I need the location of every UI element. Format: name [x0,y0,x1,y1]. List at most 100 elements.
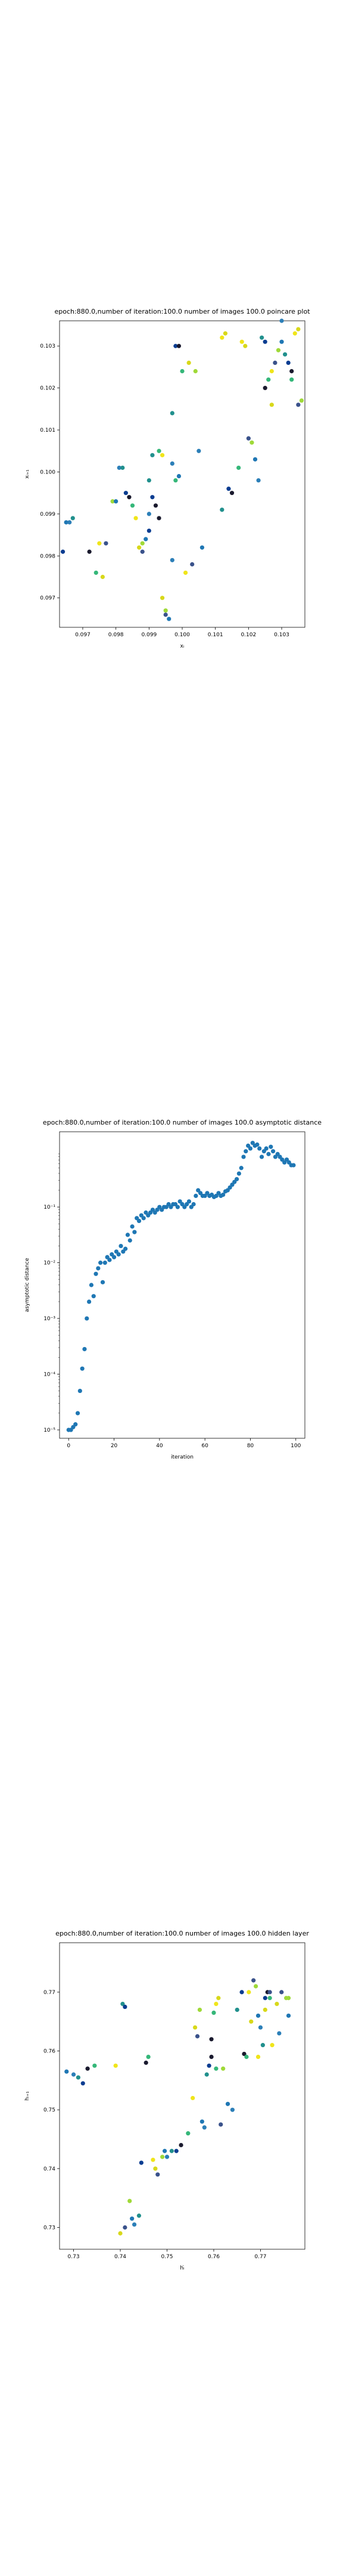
data-point [255,1142,260,1147]
data-point [116,1252,121,1257]
data-point [176,343,182,348]
data-point [123,491,128,496]
x-tick-label: 20 [111,1443,118,1449]
data-point [197,448,201,453]
data-point [191,1202,196,1207]
data-point [173,478,178,483]
data-point [140,549,145,554]
data-point [276,348,281,352]
data-point [67,520,72,525]
data-point [120,465,125,470]
poincare-plot-panel: epoch:880.0,number of iteration:100.0 nu… [0,286,343,668]
data-point [211,2010,216,2015]
data-point [229,491,235,496]
data-point [73,1422,78,1427]
data-point [183,570,188,575]
data-point [207,2063,211,2068]
asymptotic-distance-chart: epoch:880.0,number of iteration:100.0 nu… [24,1119,322,1460]
data-point [170,411,174,416]
data-point [193,369,198,374]
data-point [260,335,264,340]
x-tick-label: 40 [156,1443,163,1449]
data-point [89,1283,94,1287]
data-point [216,1996,221,2001]
data-point [263,339,267,344]
hidden-layer-chart: epoch:880.0,number of iteration:100.0 nu… [24,1930,309,2271]
data-point [267,1996,272,2001]
data-point [133,516,138,521]
data-point [246,436,251,441]
x-tick-label: 0.103 [274,632,289,638]
x-tick-label: 0.77 [254,2254,266,2260]
y-tick-label: 0.73 [43,2225,55,2231]
data-point [239,1166,244,1171]
y-tick-label: 0.74 [43,2166,55,2172]
data-point [64,2069,69,2074]
data-point [146,2054,151,2059]
data-point [236,465,241,470]
y-tick-label: 10⁻¹ [43,1205,55,1210]
data-point [163,608,168,613]
data-point [180,369,185,374]
data-point [100,574,105,580]
x-axis-label: xᵢ [180,643,185,649]
data-point [257,1146,262,1151]
data-point [266,377,271,382]
data-point [296,327,301,332]
data-point [289,369,294,374]
data-point [286,1996,291,2001]
data-point [202,2125,207,2130]
data-point [250,440,254,445]
chart-title: epoch:880.0,number of iteration:100.0 nu… [43,1119,322,1126]
x-tick-label: 0.097 [75,632,91,638]
chart-title: epoch:880.0,number of iteration:100.0 nu… [55,1930,309,1937]
y-tick-label: 0.097 [40,596,55,602]
x-tick-label: 0.098 [108,632,124,638]
data-point [97,541,102,546]
data-point [292,331,297,336]
data-point [160,453,165,457]
data-point [93,570,98,575]
data-point [130,1224,135,1229]
data-point [195,2034,200,2039]
data-point [132,2222,137,2227]
y-tick-label: 0.103 [40,343,55,349]
data-point [86,1299,92,1304]
data-point [125,1233,130,1237]
data-point [153,503,158,508]
data-point [270,2043,275,2048]
data-point [127,1238,132,1243]
data-point [226,487,231,491]
y-tick-label: 10⁻² [43,1261,55,1267]
data-point [123,2225,127,2230]
data-point [252,457,258,462]
data-point [157,448,161,453]
data-point [169,2148,174,2153]
x-tick-label: 0.74 [114,2254,126,2260]
data-point [100,1280,105,1284]
data-point [269,402,274,407]
data-point [214,2066,219,2071]
data-point [255,2054,261,2059]
data-point [244,2054,249,2059]
data-point [96,1266,101,1271]
data-point [259,1154,264,1159]
data-point [107,1258,112,1262]
data-point [243,343,248,348]
data-point [60,549,66,554]
data-point [102,1261,107,1265]
data-point [234,1176,239,1182]
data-point [235,2007,239,2012]
data-point [220,507,224,512]
x-axis-label: iteration [171,1454,194,1460]
data-point [209,2054,214,2059]
y-tick-label: 10⁻⁴ [43,1372,55,1378]
data-point [223,331,227,336]
data-point [137,545,142,550]
data-point [91,1294,96,1299]
data-point [258,2025,263,2030]
data-point [241,1154,246,1159]
data-point [186,2131,191,2136]
data-point [186,1199,192,1204]
data-point [130,2216,135,2221]
